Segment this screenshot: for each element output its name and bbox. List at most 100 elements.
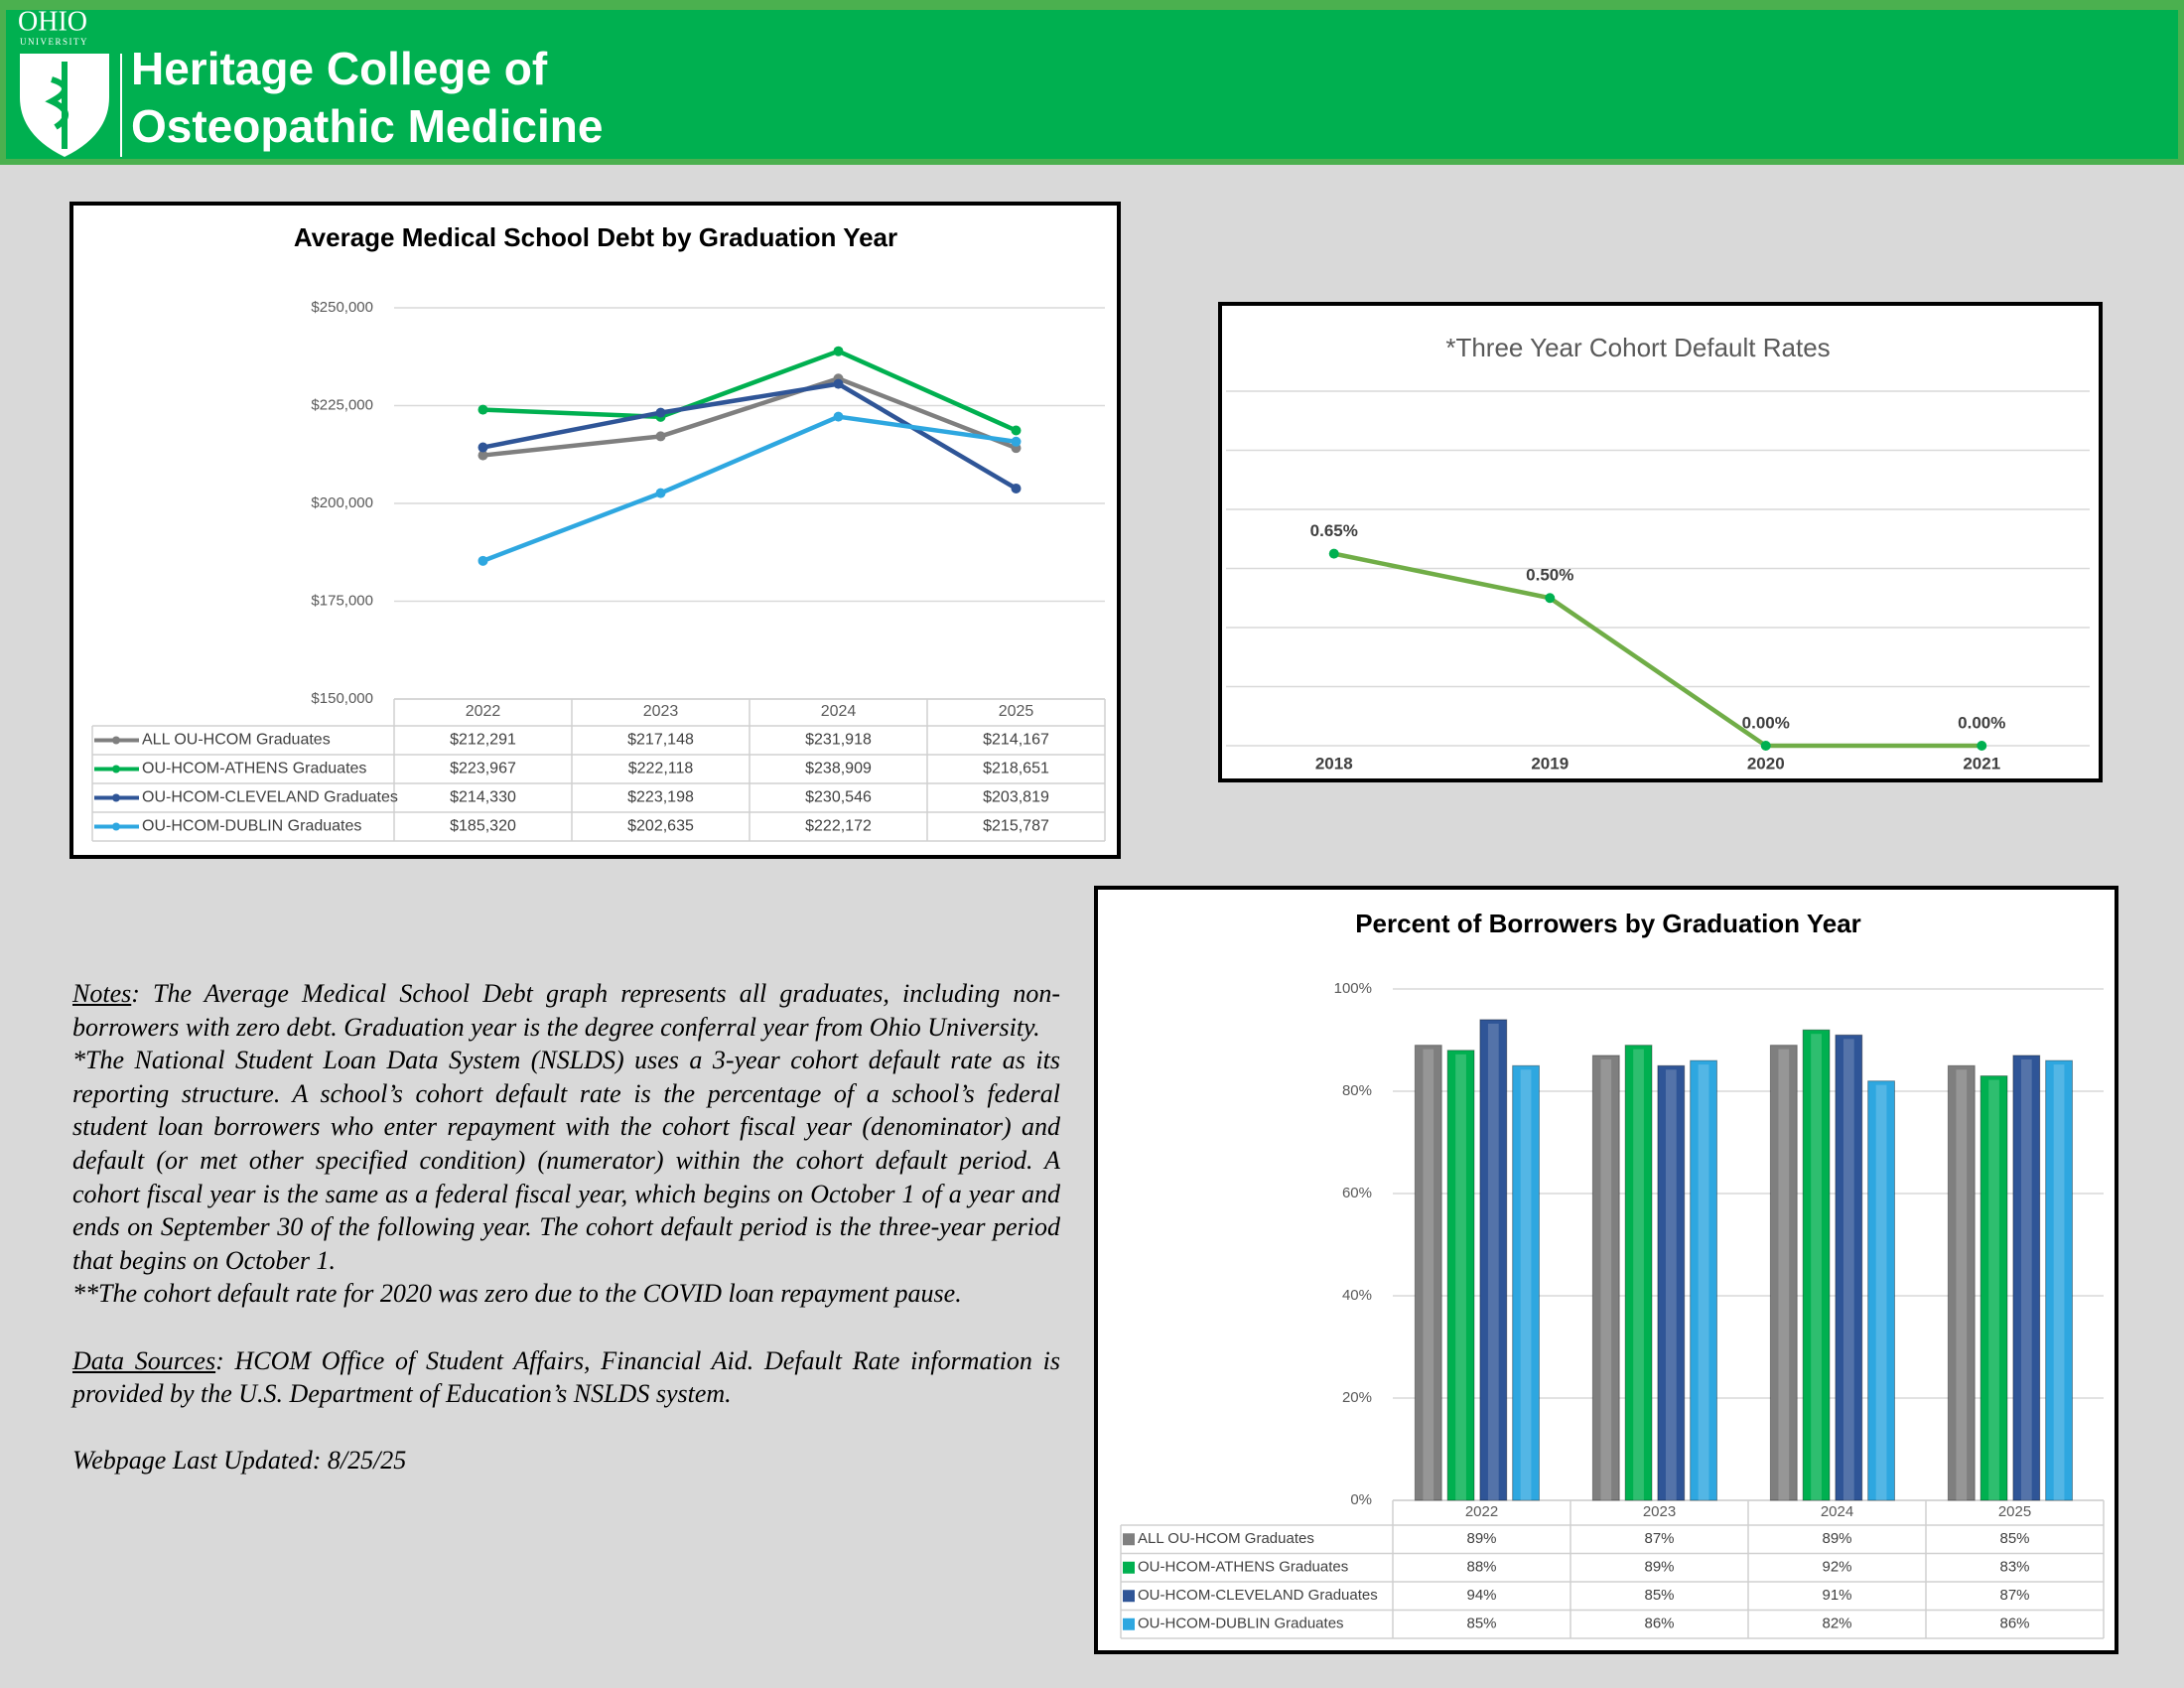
bar-highlight: [2053, 1064, 2065, 1500]
header-graphic: OHIO UNIVERSITY Heritage College of Oste…: [18, 10, 603, 157]
bar: [1624, 1045, 1653, 1501]
table-cell: $202,635: [627, 818, 694, 835]
sources-text: : HCOM Office of Student Affairs, Financ…: [72, 1345, 1060, 1409]
legend-label: ALL OU-HCOM Graduates: [142, 732, 331, 749]
table-cell: 89%: [1466, 1530, 1496, 1547]
table-cell: $215,787: [983, 818, 1049, 835]
y-tick-label: 20%: [1342, 1389, 1372, 1406]
bar: [1947, 1064, 1976, 1501]
legend-label: OU-HCOM-ATHENS Graduates: [142, 761, 366, 777]
y-tick-label: $175,000: [311, 592, 373, 609]
marker: [478, 404, 488, 415]
marker: [833, 378, 844, 389]
table-cell: 91%: [1822, 1587, 1851, 1604]
marker: [1545, 593, 1556, 604]
bar: [1867, 1080, 1895, 1501]
y-tick-label: 100%: [1334, 980, 1372, 997]
table-cell: 86%: [1644, 1616, 1674, 1632]
legend-marker: [1123, 1561, 1135, 1574]
table-cell: 88%: [1466, 1559, 1496, 1576]
table-cell: $223,967: [450, 761, 516, 777]
logo-subtext: UNIVERSITY: [20, 37, 88, 47]
legend-label: ALL OU-HCOM Graduates: [1138, 1530, 1314, 1547]
bar-highlight: [1423, 1049, 1434, 1500]
chart-title: Percent of Borrowers by Graduation Year: [1355, 909, 1861, 938]
marker: [478, 442, 488, 453]
bar-highlight: [1633, 1049, 1644, 1500]
updated: Webpage Last Updated: 8/25/25: [72, 1446, 407, 1476]
bar-highlight: [1811, 1034, 1822, 1500]
logo-emblem: [45, 62, 68, 149]
bar-highlight: [1875, 1084, 1887, 1500]
line: [1333, 551, 1982, 749]
table-cell: 89%: [1644, 1559, 1674, 1576]
line: [482, 375, 1018, 458]
legend-label: OU-HCOM-DUBLIN Graduates: [142, 818, 361, 835]
marker: [478, 555, 488, 566]
x-tick-label: 2020: [1747, 754, 1785, 773]
table-cell: $217,148: [627, 732, 694, 749]
legend-label: OU-HCOM-DUBLIN Graduates: [1138, 1616, 1344, 1632]
x-tick-label: 2021: [1963, 754, 2000, 773]
line: [482, 381, 1018, 491]
table-cell: $230,546: [805, 789, 872, 806]
bar: [1512, 1064, 1540, 1501]
table-cell: 86%: [1999, 1616, 2029, 1632]
x-tick-label: 2024: [821, 703, 857, 720]
table-cell: 87%: [1999, 1587, 2029, 1604]
data-label: 0.00%: [1742, 713, 1790, 732]
data-label: 0.65%: [1310, 521, 1358, 540]
table-cell: $222,118: [628, 761, 694, 777]
table-cell: $218,651: [983, 761, 1049, 777]
legend-label: OU-HCOM-ATHENS Graduates: [1138, 1559, 1348, 1576]
bar: [2045, 1059, 2073, 1501]
table-cell: 87%: [1644, 1530, 1674, 1547]
line: [482, 349, 1018, 433]
notes-paragraph: Data Sources: HCOM Office of Student Aff…: [72, 1344, 1060, 1411]
notes: Notes: The Average Medical School Debt g…: [72, 977, 1060, 1477]
header-title: Heritage College of: [131, 43, 548, 94]
bar: [1979, 1075, 2008, 1501]
x-tick-label: 2025: [999, 703, 1034, 720]
marker: [833, 346, 844, 356]
bar: [1446, 1050, 1475, 1501]
line: [481, 414, 1017, 563]
notes-paragraph: *The National Student Loan Data System (…: [72, 1046, 1060, 1275]
table-cell: 85%: [1466, 1616, 1496, 1632]
legend-marker: [112, 822, 120, 831]
chart-box: [1218, 302, 2103, 782]
bar: [2012, 1055, 2041, 1501]
table-cell: $231,918: [805, 732, 872, 749]
y-tick-label: 40%: [1342, 1287, 1372, 1304]
marker: [1011, 425, 1022, 436]
table-cell: $238,909: [805, 761, 872, 777]
bar: [1657, 1064, 1686, 1501]
x-tick-label: 2019: [1531, 754, 1569, 773]
legend-marker: [1123, 1618, 1135, 1630]
x-tick-label: 2023: [643, 703, 679, 720]
marker: [655, 431, 666, 442]
y-tick-label: $150,000: [311, 690, 373, 707]
table-cell: 89%: [1822, 1530, 1851, 1547]
notes-paragraph: Notes: The Average Medical School Debt g…: [72, 977, 1060, 1044]
bar-highlight: [1843, 1039, 1854, 1500]
table-cell: $212,291: [450, 732, 516, 749]
marker: [478, 450, 488, 461]
bar: [1591, 1055, 1620, 1501]
bar-highlight: [1600, 1058, 1612, 1500]
y-tick-label: $200,000: [311, 494, 373, 511]
logo-text: OHIO: [18, 10, 87, 37]
x-tick-label: 2024: [1821, 1503, 1853, 1520]
chart-title: *Three Year Cohort Default Rates: [1445, 333, 1830, 362]
table-cell: $223,198: [627, 789, 694, 806]
legend-label: OU-HCOM-CLEVELAND Graduates: [142, 789, 398, 806]
chart-title: Average Medical School Debt by Graduatio…: [294, 222, 897, 252]
y-tick-label: $225,000: [311, 396, 373, 413]
bar: [1690, 1059, 1717, 1501]
table-cell: $214,330: [450, 789, 516, 806]
marker: [655, 488, 666, 498]
legend-label: OU-HCOM-CLEVELAND Graduates: [1138, 1587, 1378, 1604]
table-cell: 83%: [1999, 1559, 2029, 1576]
y-tick-label: 80%: [1342, 1082, 1372, 1099]
